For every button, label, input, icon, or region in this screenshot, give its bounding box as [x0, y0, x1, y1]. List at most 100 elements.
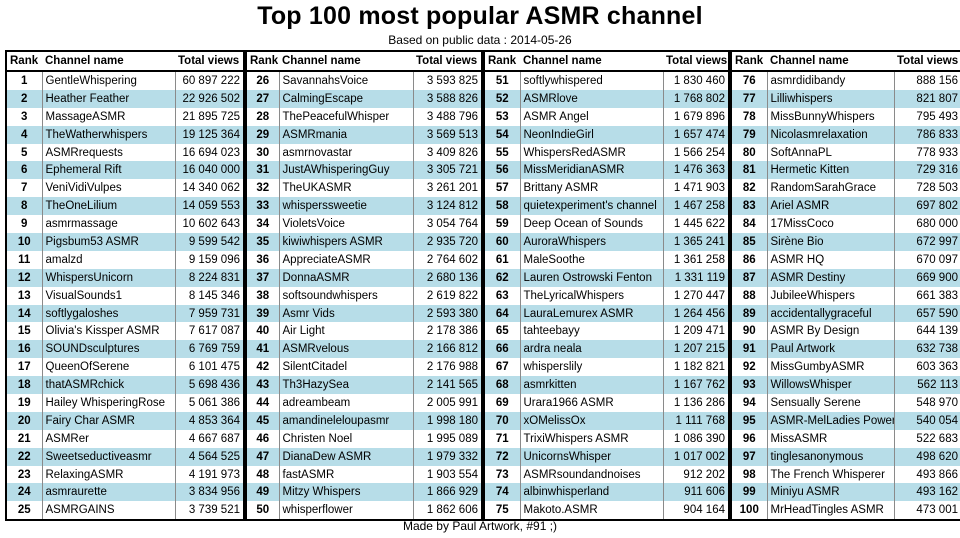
table-row: 72 UnicornsWhisper 1 017 002: [484, 447, 729, 466]
rank-cell: 26: [246, 71, 280, 90]
table-row: 55 WhispersRedASMR 1 566 254: [484, 143, 729, 162]
ranking-table-block-3: Rank Channel name Total views 51 softlywh…: [483, 50, 730, 522]
total-views-cell: 1 182 821: [663, 358, 729, 377]
total-views-cell: 3 054 764: [413, 215, 482, 234]
total-views-cell: 821 807: [894, 89, 960, 108]
table-row: 16 SOUNDsculptures 6 769 759: [6, 340, 244, 359]
rank-cell: 91: [731, 340, 768, 359]
table-row: 77 Lilliwhispers 821 807: [731, 89, 960, 108]
table-row: 93 WillowsWhisper 562 113: [731, 376, 960, 395]
table-row: 66 ardra neala 1 207 215: [484, 340, 729, 359]
channel-name-cell: UnicornsWhisper: [520, 447, 664, 466]
table-row: 47 DianaDew ASMR 1 979 332: [246, 447, 482, 466]
table-row: 95 ASMR-MelLadies Power 540 054: [731, 411, 960, 430]
total-views-cell: 1 361 258: [663, 250, 729, 269]
channel-name-cell: WhispersUnicorn: [42, 268, 176, 287]
channel-name-cell: softsoundwhispers: [279, 286, 414, 305]
total-views-cell: 2 141 565: [413, 376, 482, 395]
table-row: 98 The French Whisperer 493 866: [731, 465, 960, 484]
total-views-cell: 2 593 380: [413, 304, 482, 323]
total-views-cell: 3 488 796: [413, 107, 482, 126]
channel-name-cell: MissASMR: [767, 429, 895, 448]
table-row: 38 softsoundwhispers 2 619 822: [246, 286, 482, 305]
rank-cell: 52: [484, 89, 521, 108]
table-row: 21 ASMRer 4 667 687: [6, 429, 244, 448]
rank-cell: 32: [246, 179, 280, 198]
rank-cell: 59: [484, 215, 521, 234]
total-views-cell: 548 970: [894, 394, 960, 412]
rank-cell: 79: [731, 125, 768, 144]
channel-name-cell: TheUKASMR: [279, 179, 414, 198]
channel-name-cell: accidentallygraceful: [767, 304, 895, 323]
rank-cell: 51: [484, 71, 521, 90]
total-views-cell: 562 113: [894, 376, 960, 395]
rank-cell: 93: [731, 376, 768, 395]
rank-cell: 19: [6, 394, 43, 412]
total-views-cell: 4 191 973: [175, 465, 244, 484]
table-row: 46 Christen Noel 1 995 089: [246, 429, 482, 448]
channel-name-cell: SavannahsVoice: [279, 71, 414, 90]
channel-name-cell: xOMelissOx: [520, 411, 664, 430]
channel-name-cell: MrHeadTingles ASMR: [767, 501, 895, 521]
rank-cell: 66: [484, 340, 521, 359]
channel-name-cell: ASMR Destiny: [767, 268, 895, 287]
table-header-row: Rank Channel name Total views: [6, 51, 244, 72]
channel-name-cell: WhispersRedASMR: [520, 143, 664, 162]
rank-cell: 7: [6, 179, 43, 198]
table-row: 42 SilentCitadel 2 176 988: [246, 358, 482, 377]
rank-cell: 99: [731, 483, 768, 502]
rank-cell: 96: [731, 429, 768, 448]
rank-cell: 70: [484, 411, 521, 430]
total-views-cell: 795 493: [894, 107, 960, 126]
channel-name-cell: WillowsWhisper: [767, 376, 895, 395]
channel-name-cell: ASMRvelous: [279, 340, 414, 359]
channel-name-cell: RandomSarahGrace: [767, 179, 895, 198]
rank-cell: 46: [246, 429, 280, 448]
total-views-cell: 493 866: [894, 465, 960, 484]
rank-cell: 42: [246, 358, 280, 377]
table-row: 87 ASMR Destiny 669 900: [731, 268, 960, 287]
channel-name-cell: Sweetseductiveasmr: [42, 447, 176, 466]
total-views-cell: 786 833: [894, 125, 960, 144]
channel-name-cell: softlygaloshes: [42, 304, 176, 323]
total-views-cell: 4 564 525: [175, 447, 244, 466]
channel-name-cell: DianaDew ASMR: [279, 447, 414, 466]
table-row: 62 Lauren Ostrowski Fenton 1 331 119: [484, 268, 729, 287]
table-row: 8 TheOneLilium 14 059 553: [6, 197, 244, 216]
rank-cell: 28: [246, 107, 280, 126]
rank-cell: 40: [246, 322, 280, 341]
total-views-cell: 2 005 991: [413, 394, 482, 412]
channel-name-cell: Sirène Bio: [767, 233, 895, 251]
table-row: 51 softlywhispered 1 830 460: [484, 71, 729, 90]
channel-name-cell: adreambeam: [279, 394, 414, 412]
total-views-cell: 697 802: [894, 197, 960, 216]
rank-cell: 31: [246, 161, 280, 180]
table-row: 26 SavannahsVoice 3 593 825: [246, 71, 482, 90]
total-views-cell: 6 769 759: [175, 340, 244, 359]
table-row: 20 Fairy Char ASMR 4 853 364: [6, 411, 244, 430]
table-row: 54 NeonIndieGirl 1 657 474: [484, 125, 729, 144]
total-views-cell: 1 270 447: [663, 286, 729, 305]
rank-cell: 50: [246, 501, 280, 521]
table-row: 100 MrHeadTingles ASMR 473 001: [731, 501, 960, 521]
rank-cell: 16: [6, 340, 43, 359]
table-row: 44 adreambeam 2 005 991: [246, 394, 482, 412]
rank-cell: 17: [6, 358, 43, 377]
table-row: 88 JubileeWhispers 661 383: [731, 286, 960, 305]
total-views-cell: 911 606: [663, 483, 729, 502]
total-views-cell: 1 476 363: [663, 161, 729, 180]
total-views-cell: 778 933: [894, 143, 960, 162]
rank-cell: 56: [484, 161, 521, 180]
rank-cell: 5: [6, 143, 43, 162]
rank-cell: 54: [484, 125, 521, 144]
table-row: 48 fastASMR 1 903 554: [246, 465, 482, 484]
table-row: 53 ASMR Angel 1 679 896: [484, 107, 729, 126]
total-views-cell: 14 059 553: [175, 197, 244, 216]
table-row: 1 GentleWhispering 60 897 222: [6, 71, 244, 90]
table-row: 9 asmrmassage 10 602 643: [6, 215, 244, 234]
rank-cell: 53: [484, 107, 521, 126]
rank-cell: 8: [6, 197, 43, 216]
table-row: 18 thatASMRchick 5 698 436: [6, 376, 244, 395]
rank-cell: 60: [484, 233, 521, 251]
total-views-cell: 1 136 286: [663, 394, 729, 412]
